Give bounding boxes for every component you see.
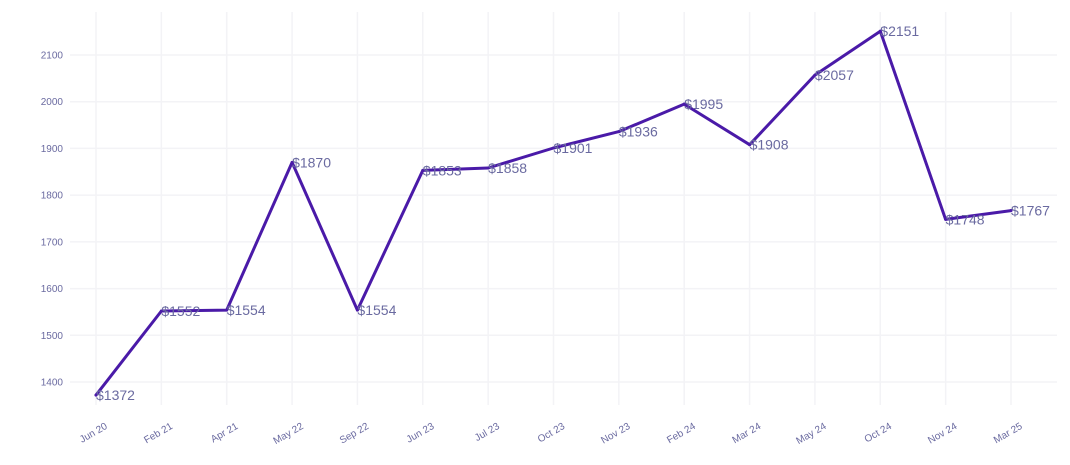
grid [70,12,1057,405]
data-label: $1870 [292,154,331,170]
data-label: $1858 [488,160,527,176]
data-label: $1554 [227,302,266,318]
x-tick-label: May 22 [272,421,306,447]
data-label: $1552 [161,303,200,319]
data-label: $1748 [946,211,985,227]
y-tick-label: 2000 [41,97,64,108]
data-point [159,309,163,313]
x-axis: Jun 20 Feb 21 Apr 21 May 22 Sep 22 Jun 23 Jul … [78,421,1025,447]
data-label: $1908 [750,137,789,153]
x-tick-label: Oct 23 [536,421,567,445]
data-labels: $1372 $1552 $1554 $1870 $1554 $1853 $1858 $1901… [96,23,1050,403]
data-point [813,73,817,77]
x-tick-label: Mar 25 [992,421,1025,446]
x-tick-label: Nov 24 [926,421,959,447]
data-point [1009,209,1013,213]
data-point [421,168,425,172]
data-point [944,217,948,221]
data-point [290,160,294,164]
data-point [552,146,555,150]
data-point [617,130,621,134]
x-tick-label: Jun 20 [78,421,110,446]
series-lines [94,29,1013,397]
data-label: $1901 [554,140,593,156]
data-label: $1936 [619,124,658,140]
x-tick-label: Feb 21 [142,421,175,446]
data-label: $2151 [880,23,919,39]
x-tick-label: Nov 23 [599,421,632,447]
y-tick-label: 1400 [41,378,64,389]
data-point [878,29,882,33]
x-tick-label: Jul 23 [473,421,502,444]
x-tick-label: Apr 21 [209,421,240,445]
y-tick-label: 1600 [41,284,64,295]
data-label: $1372 [96,387,135,403]
data-point [486,166,490,170]
x-tick-label: May 24 [795,421,829,447]
data-label: $1853 [423,162,462,178]
data-label: $2057 [815,67,854,83]
data-point [225,308,229,312]
x-tick-label: Mar 24 [731,421,764,446]
y-tick-label: 1700 [41,237,64,248]
y-tick-label: 1500 [41,331,64,342]
data-label: $1995 [684,96,723,112]
x-tick-label: Oct 24 [863,421,894,445]
data-point [355,308,359,312]
x-tick-label: Jun 23 [405,421,437,446]
data-label: $1554 [357,302,396,318]
y-tick-label: 1900 [41,144,64,155]
y-tick-label: 1800 [41,191,64,202]
x-tick-label: Feb 24 [665,421,698,446]
x-tick-label: Sep 22 [338,421,371,447]
y-tick-label: 2100 [41,51,64,62]
data-point [94,393,98,397]
data-label: $1767 [1011,203,1050,219]
data-point [682,102,686,106]
y-axis: 1400 1500 1600 1700 1800 1900 2000 2100 [41,51,64,389]
data-point [748,143,752,147]
